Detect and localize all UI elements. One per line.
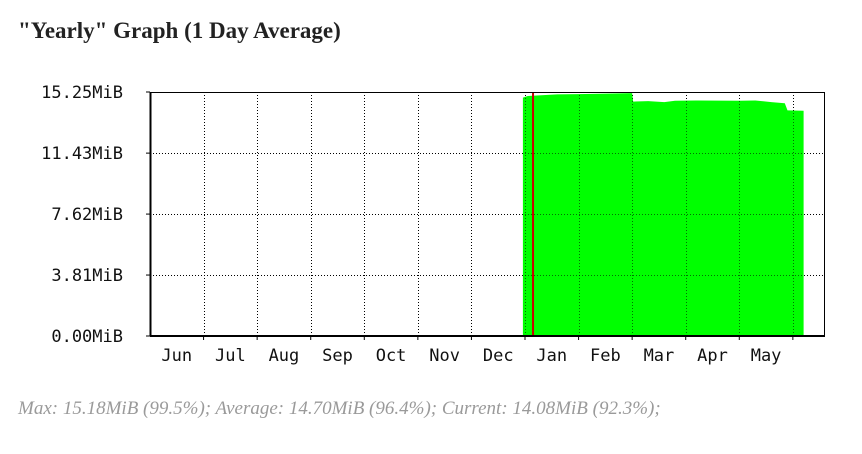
x-tick-label: Jul xyxy=(215,346,246,366)
x-tick-label: May xyxy=(751,346,782,366)
axes xyxy=(146,91,825,340)
y-tick-label: 11.43MiB xyxy=(41,144,123,164)
x-tick-labels: Jun Jul Aug Sep Oct Nov Dec Jan Feb Mar Apr May xyxy=(161,346,781,366)
x-tick-label: Sep xyxy=(322,346,353,366)
y-tick-label: 3.81MiB xyxy=(51,266,123,286)
y-tick-label: 0.00MiB xyxy=(51,327,123,347)
summary-stats: Max: 15.18MiB (99.5%); Average: 14.70MiB… xyxy=(18,398,661,419)
x-tick-label: Jun xyxy=(161,346,192,366)
y-tick-labels: 0.00MiB 3.81MiB 7.62MiB 11.43MiB 15.25MiB xyxy=(41,83,123,347)
x-tick-label: Oct xyxy=(376,346,407,366)
x-tick-label: Aug xyxy=(269,346,300,366)
y-tick-label: 7.62MiB xyxy=(51,205,123,225)
y-tick-label: 15.25MiB xyxy=(41,83,123,103)
page-title: "Yearly" Graph (1 Day Average) xyxy=(18,18,341,43)
x-tick-label: Jan xyxy=(536,346,567,366)
x-tick-label: Mar xyxy=(644,346,675,366)
x-tick-label: Nov xyxy=(429,346,460,366)
x-tick-label: Apr xyxy=(697,346,728,366)
x-tick-label: Dec xyxy=(483,346,514,366)
x-tick-label: Feb xyxy=(590,346,621,366)
